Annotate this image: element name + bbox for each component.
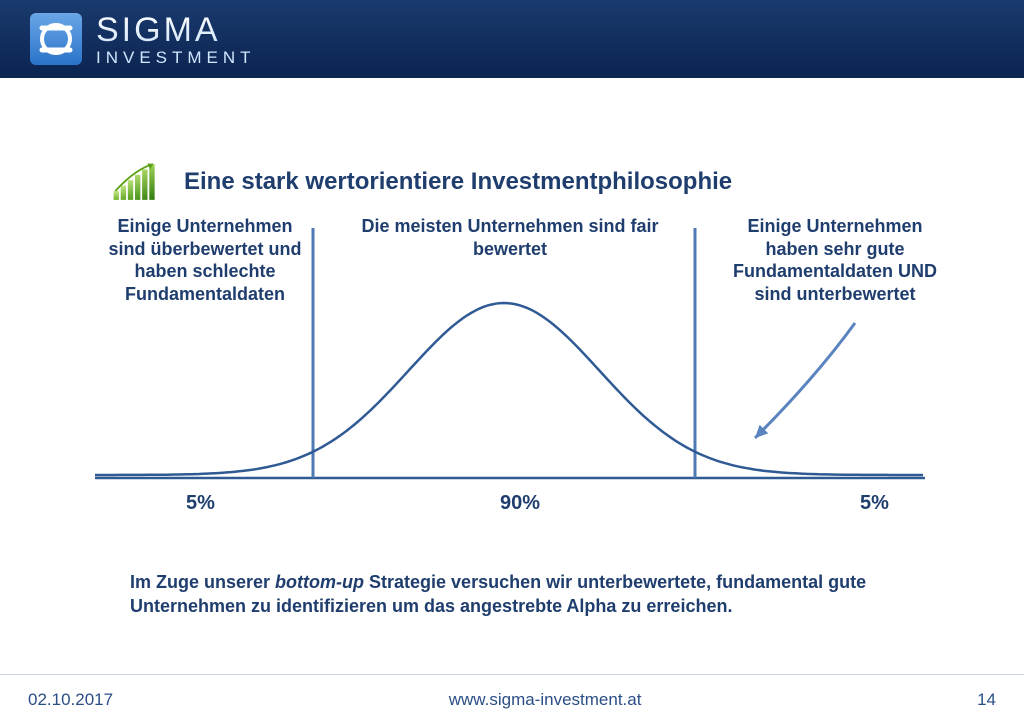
percent-right: 5% xyxy=(860,492,889,515)
page-title: Eine stark wertorientiere Investmentphil… xyxy=(184,168,732,196)
explanation-text: Im Zuge unserer bottom-up Strategie vers… xyxy=(130,570,890,619)
headline-row: Eine stark wertorientiere Investmentphil… xyxy=(110,160,964,204)
brand-name-top: SIGMA xyxy=(96,13,256,47)
percent-mid: 90% xyxy=(500,492,540,515)
footer-url: www.sigma-investment.at xyxy=(113,690,977,710)
explanation-em: bottom-up xyxy=(275,572,364,592)
brand-name-bottom: INVESTMENT xyxy=(96,49,256,66)
header-bar: SIGMA INVESTMENT xyxy=(0,0,1024,78)
sigma-logo-icon xyxy=(30,13,82,65)
footer: 02.10.2017 www.sigma-investment.at 14 xyxy=(0,674,1024,724)
bell-curve-chart xyxy=(95,208,925,508)
footer-page: 14 xyxy=(977,690,996,710)
brand-text-block: SIGMA INVESTMENT xyxy=(96,13,256,66)
percent-left: 5% xyxy=(186,492,215,515)
explanation-pre: Im Zuge unserer xyxy=(130,572,275,592)
footer-date: 02.10.2017 xyxy=(28,690,113,710)
growth-bars-icon xyxy=(110,160,160,204)
